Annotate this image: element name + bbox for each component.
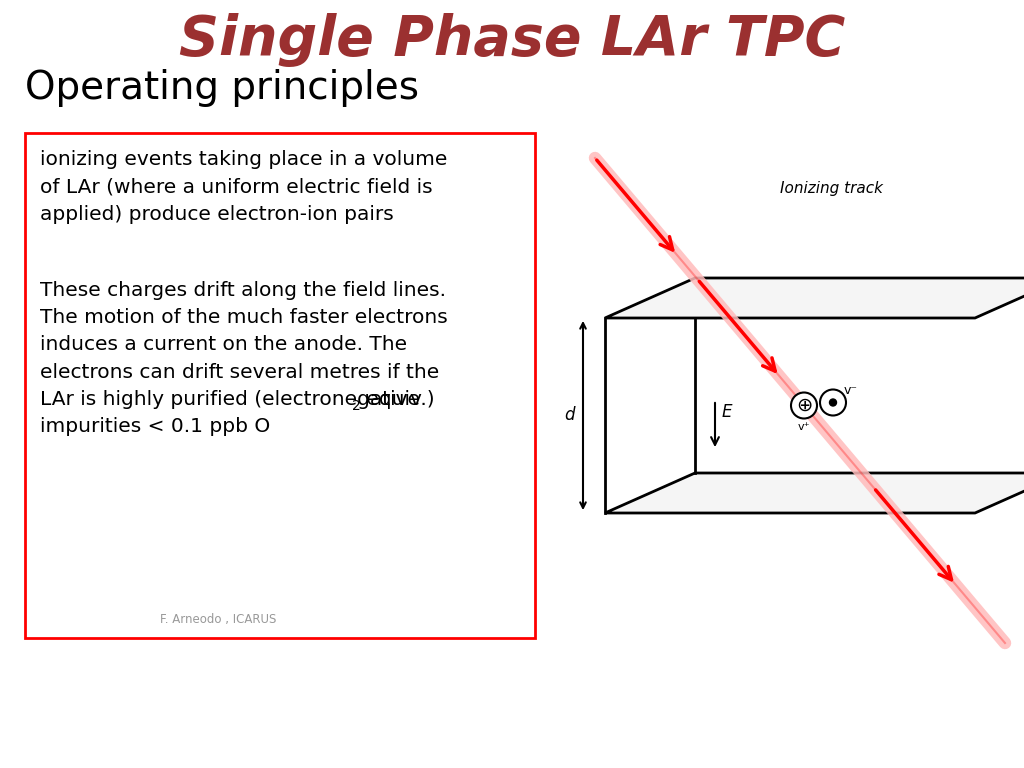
Text: These charges drift along the field lines.
The motion of the much faster electro: These charges drift along the field line…	[40, 281, 447, 436]
Text: v⁺: v⁺	[798, 422, 810, 432]
Text: 2: 2	[352, 399, 360, 413]
Bar	[25, 133, 535, 638]
Text: E: E	[722, 403, 732, 421]
Polygon shape	[605, 473, 1024, 513]
Text: ⊕: ⊕	[796, 396, 812, 415]
Polygon shape	[605, 278, 1024, 318]
Text: equiv.): equiv.)	[360, 390, 434, 409]
Text: ionizing events taking place in a volume
of LAr (where a uniform electric field : ionizing events taking place in a volume…	[40, 150, 447, 223]
Text: F. Arneodo , ICARUS: F. Arneodo , ICARUS	[160, 614, 276, 627]
Text: v⁻: v⁻	[844, 384, 858, 397]
Text: Operating principles: Operating principles	[25, 69, 419, 107]
Text: d: d	[564, 406, 574, 425]
Circle shape	[791, 392, 817, 419]
Text: Single Phase LAr TPC: Single Phase LAr TPC	[179, 13, 845, 67]
Circle shape	[820, 389, 846, 415]
Text: Ionizing track: Ionizing track	[780, 180, 883, 196]
Circle shape	[829, 399, 837, 406]
